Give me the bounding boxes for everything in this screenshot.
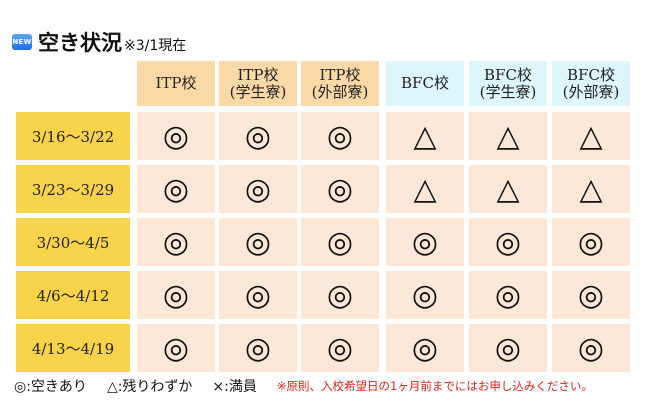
column-header-3: ITP校 (外部寮): [301, 61, 379, 106]
availability-cell: △: [552, 112, 630, 160]
availability-cell: ◎: [552, 271, 630, 319]
availability-cell: ◎: [219, 112, 297, 160]
legend-few: △:残りわずか: [106, 379, 193, 395]
availability-cell: ◎: [386, 271, 464, 319]
availability-cell: ◎: [469, 324, 547, 372]
column-header-5: BFC校 (学生寮): [469, 61, 547, 106]
legend-available: ◎:空きあり: [14, 379, 87, 395]
availability-cell: ◎: [219, 324, 297, 372]
availability-cell: ◎: [137, 218, 215, 266]
column-header-2: ITP校 (学生寮): [219, 61, 297, 106]
title-row: NEW 空き状況 ※3/1現在: [12, 30, 187, 55]
availability-cell: △: [386, 112, 464, 160]
column-header-line2: (外部寮): [562, 82, 620, 101]
availability-cell: ◎: [552, 218, 630, 266]
application-note: ※原則、入校希望日の1ヶ月前までにはお申し込みください。: [276, 379, 593, 393]
row-label: 3/30～4/5: [16, 218, 130, 266]
availability-cell: △: [386, 165, 464, 213]
availability-cell: ◎: [469, 218, 547, 266]
legend: ◎:空きあり △:残りわずか ×:満員 ※原則、入校希望日の1ヶ月前までにはお申…: [14, 376, 613, 396]
new-badge: NEW: [12, 34, 32, 50]
column-header-line2: (学生寮): [229, 82, 287, 101]
availability-cell: ◎: [552, 324, 630, 372]
column-header-line1: BFC校: [567, 65, 615, 84]
row-label: 3/23～3/29: [16, 165, 130, 213]
availability-cell: ◎: [137, 112, 215, 160]
column-header-1: ITP校: [137, 61, 215, 106]
row-label: 4/6～4/12: [16, 271, 130, 319]
availability-cell: ◎: [137, 271, 215, 319]
date-note: ※3/1現在: [124, 38, 187, 54]
availability-cell: ◎: [386, 324, 464, 372]
availability-cell: ◎: [301, 218, 379, 266]
column-header-line2: (学生寮): [479, 82, 537, 101]
availability-cell: ◎: [137, 324, 215, 372]
row-label: 3/16～3/22: [16, 112, 130, 160]
column-header-line1: ITP校: [155, 74, 197, 92]
column-header-line1: BFC校: [401, 74, 449, 92]
availability-cell: ◎: [219, 271, 297, 319]
availability-cell: ◎: [301, 165, 379, 213]
column-header-4: BFC校: [386, 61, 464, 106]
row-label: 4/13～4/19: [16, 324, 130, 372]
legend-full: ×:満員: [212, 379, 257, 395]
page-title: 空き状況: [38, 31, 122, 55]
availability-cell: ◎: [301, 324, 379, 372]
availability-cell: △: [469, 165, 547, 213]
column-header-line2: (外部寮): [311, 82, 369, 101]
column-header-line1: ITP校: [319, 65, 361, 84]
column-header-6: BFC校 (外部寮): [552, 61, 630, 106]
availability-cell: ◎: [469, 271, 547, 319]
availability-cell: ◎: [386, 218, 464, 266]
availability-cell: △: [469, 112, 547, 160]
availability-cell: ◎: [137, 165, 215, 213]
availability-cell: ◎: [301, 271, 379, 319]
column-header-line1: BFC校: [484, 65, 532, 84]
availability-cell: △: [552, 165, 630, 213]
availability-cell: ◎: [219, 218, 297, 266]
availability-cell: ◎: [219, 165, 297, 213]
column-header-line1: ITP校: [237, 65, 279, 84]
availability-cell: ◎: [301, 112, 379, 160]
